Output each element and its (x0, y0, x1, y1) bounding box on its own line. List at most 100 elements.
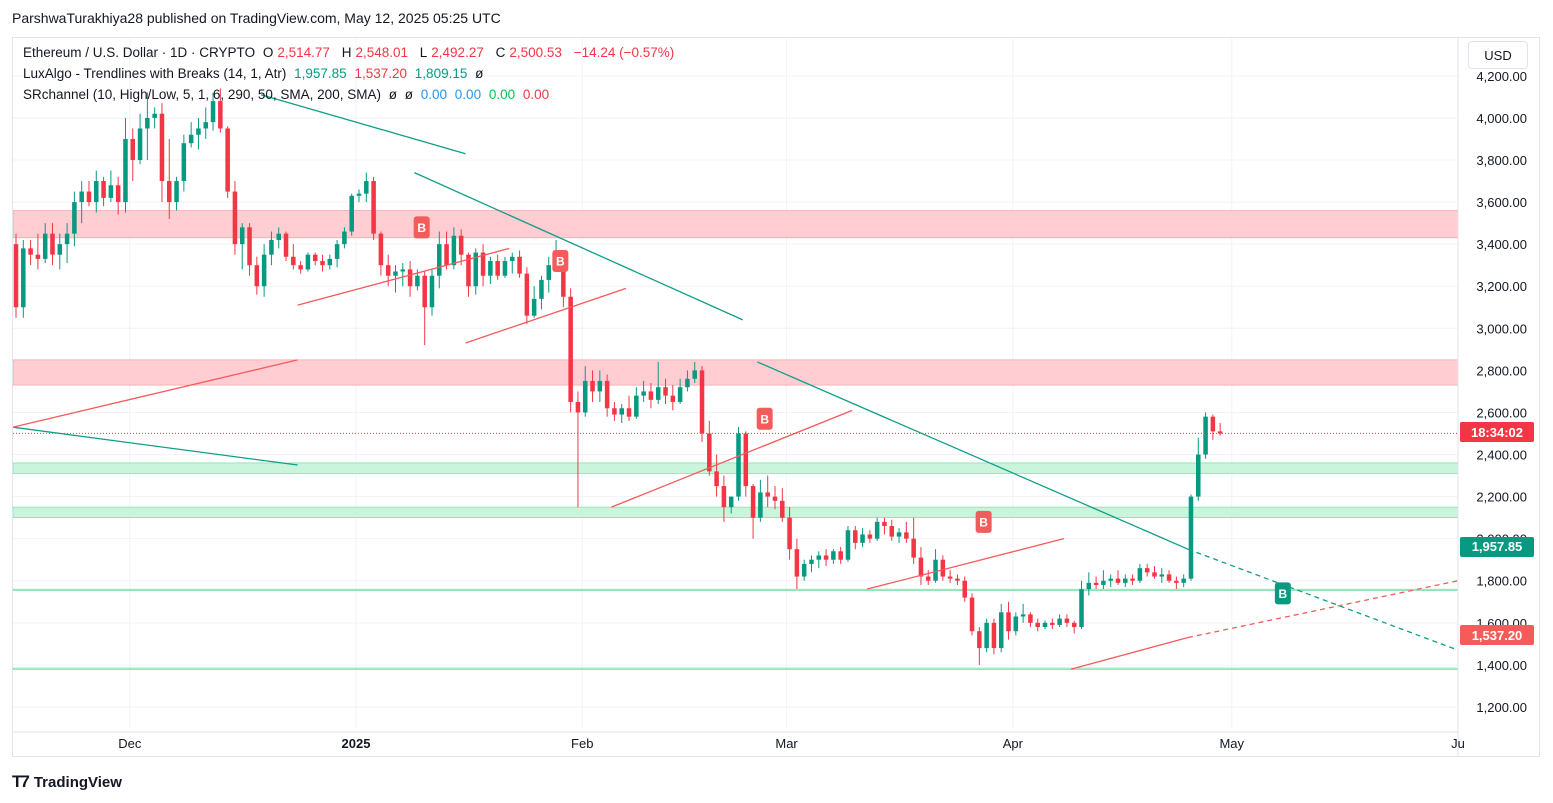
upper-trendline (757, 361, 1189, 550)
candle-body (853, 530, 858, 543)
candle-body (276, 233, 281, 240)
candle-body (991, 622, 997, 649)
x-tick-label: May (1219, 736, 1244, 751)
candle-body (269, 239, 274, 255)
candle-body (50, 233, 55, 255)
candle-body (670, 395, 676, 402)
currency-button[interactable]: USD (1468, 41, 1528, 69)
candle-body (955, 578, 960, 581)
legend-sr-name[interactable]: SRchannel (10, High/Low, 5, 1, 6, 290, 5… (23, 87, 381, 102)
candle-body (1108, 578, 1113, 581)
y-tick-label: 2,600.00 (1476, 405, 1527, 420)
candle-body (838, 551, 843, 560)
y-tick-label: 1,400.00 (1476, 658, 1527, 673)
candle-body (816, 555, 822, 560)
candle-body (437, 244, 442, 276)
legend-luxalgo-v4: ø (475, 66, 484, 81)
candle-body (685, 378, 690, 388)
legend-open-label: O (262, 45, 274, 60)
lower-trendline (1187, 580, 1459, 639)
candle-body (1050, 622, 1055, 625)
legend-luxalgo-v3: 1,809.15 (414, 66, 468, 81)
y-tick-label: 4,200.00 (1476, 69, 1527, 84)
candle-body (247, 227, 252, 266)
candle-body (823, 555, 829, 560)
y-tick-label: 2,200.00 (1476, 490, 1527, 505)
y-tick-label: 3,600.00 (1476, 195, 1527, 210)
candle-body (1166, 574, 1172, 581)
candle-body (561, 258, 566, 297)
candle-body (860, 534, 865, 543)
candle-body (1123, 578, 1128, 583)
support-zone (13, 667, 1459, 670)
candle-body (1152, 572, 1157, 577)
candle-body (510, 256, 515, 261)
resistance-zone (13, 210, 1459, 239)
candle-body (969, 597, 975, 632)
legend-luxalgo-row: LuxAlgo - Trendlines with Breaks (14, 1,… (23, 66, 487, 81)
candle-body (765, 492, 770, 497)
candle-body (874, 521, 880, 539)
candle-body (320, 260, 325, 266)
candle-body (232, 191, 238, 245)
chart-frame[interactable]: BBBBB1,200.001,400.001,600.001,800.002,0… (12, 37, 1540, 757)
legend-sr-v3: 0.00 (420, 87, 448, 102)
candle-body (626, 408, 632, 417)
candle-body (1210, 416, 1216, 432)
candle-body (364, 181, 369, 194)
break-label-text: B (979, 515, 988, 529)
countdown-price-label: 18:34:02 (1460, 422, 1534, 443)
candle-body (334, 244, 340, 259)
candle-body (495, 260, 500, 276)
candle-body (707, 433, 712, 472)
candle-body (218, 101, 223, 129)
break-label-marker (756, 407, 773, 430)
candle-body (648, 391, 654, 400)
candle-body (480, 252, 486, 276)
candle-body (831, 551, 836, 560)
candle-body (1159, 574, 1165, 577)
legend-open: 2,514.77 (277, 45, 330, 60)
candle-body (137, 128, 143, 161)
price-chart[interactable]: BBBBB1,200.001,400.001,600.001,800.002,0… (13, 38, 1539, 756)
candle-body (1196, 454, 1201, 497)
candle-body (94, 181, 99, 203)
candle-body (57, 244, 63, 255)
candle-body (1042, 622, 1048, 628)
candle-body (115, 185, 121, 203)
x-tick-label: Apr (1003, 736, 1024, 751)
candle-body (539, 279, 544, 299)
break-label-marker (1274, 582, 1291, 605)
candle-body (590, 380, 595, 392)
candle-body (1071, 622, 1077, 628)
candle-body (977, 631, 982, 649)
legend-luxalgo-name[interactable]: LuxAlgo - Trendlines with Breaks (14, 1,… (23, 66, 287, 81)
candle-body (947, 576, 953, 579)
upper-trendline (13, 426, 298, 466)
candle-body (1093, 582, 1099, 585)
candle-body (889, 526, 895, 537)
legend-sr-v2: ø (404, 87, 413, 102)
candle-body (714, 471, 719, 487)
candle-body (429, 275, 435, 308)
tradingview-logo[interactable]: T7 TradingView (12, 772, 122, 792)
candle-body (634, 395, 639, 417)
legend-symbol[interactable]: Ethereum / U.S. Dollar · 1D · CRYPTO (23, 45, 256, 60)
candle-body (1181, 578, 1186, 583)
candle-body (692, 370, 697, 379)
candle-body (604, 380, 610, 409)
candle-body (728, 496, 734, 508)
x-tick-label: 2025 (342, 736, 371, 751)
y-tick-label: 2,400.00 (1476, 448, 1527, 463)
candle-body (159, 113, 165, 182)
legend-change: −14.24 (−0.57%) (573, 45, 675, 60)
candle-body (743, 433, 749, 487)
candle-body (904, 532, 909, 539)
legend-low: 2,492.27 (431, 45, 484, 60)
candle-body (1203, 416, 1208, 455)
candle-body (867, 534, 873, 539)
candle-body (882, 521, 887, 527)
legend-luxalgo-v2: 1,537.20 (354, 66, 408, 81)
candle-body (378, 233, 384, 266)
legend-close: 2,500.53 (509, 45, 562, 60)
